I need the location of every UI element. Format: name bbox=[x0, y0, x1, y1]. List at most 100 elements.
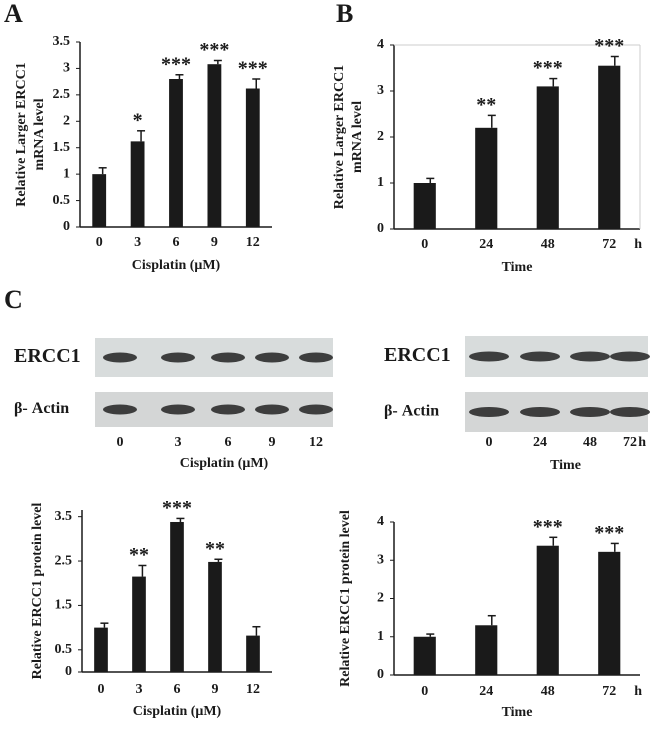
x-tick-label: 3 bbox=[134, 235, 141, 250]
blot-x-label: Cisplatin (μM) bbox=[180, 456, 269, 471]
y-tick-label: 0 bbox=[377, 221, 384, 236]
x-tick-label: 72 bbox=[602, 237, 616, 252]
y-tick-label: 2 bbox=[63, 114, 70, 129]
y-tick-label: 0.5 bbox=[55, 642, 73, 657]
x-tick-label: 0 bbox=[421, 684, 428, 699]
y-tick-label: 1.5 bbox=[53, 140, 71, 155]
bar bbox=[536, 86, 559, 230]
blot-lane-label: 3 bbox=[175, 435, 182, 450]
significance: *** bbox=[594, 35, 624, 57]
x-tick-label: 12 bbox=[246, 682, 260, 697]
x-tick-label: 72 bbox=[602, 684, 616, 699]
bar bbox=[598, 65, 621, 229]
bar bbox=[208, 561, 222, 672]
y-axis-label: mRNA level bbox=[350, 101, 365, 173]
y-tick-label: 1 bbox=[377, 629, 384, 644]
y-tick-label: 2 bbox=[377, 129, 384, 144]
bar bbox=[94, 627, 108, 672]
bar bbox=[475, 625, 498, 675]
y-tick-label: 2 bbox=[377, 591, 384, 606]
y-axis-label: Relative Larger ERCC1 bbox=[14, 62, 29, 206]
panel-label: A bbox=[4, 0, 23, 28]
panel-label: B bbox=[336, 0, 353, 28]
x-tick-label: 3 bbox=[136, 682, 143, 697]
blot-band bbox=[610, 407, 650, 417]
significance: *** bbox=[199, 39, 229, 61]
y-tick-label: 2.5 bbox=[53, 87, 71, 102]
y-tick-label: 1 bbox=[63, 166, 70, 181]
significance: ** bbox=[129, 544, 149, 566]
x-axis-label: Time bbox=[502, 705, 533, 720]
bar bbox=[92, 174, 107, 227]
panel-label: C bbox=[4, 285, 23, 314]
y-tick-label: 0 bbox=[65, 664, 72, 679]
bar bbox=[413, 183, 436, 229]
x-tick-label: 6 bbox=[174, 682, 181, 697]
significance: ** bbox=[476, 94, 496, 116]
blot-band bbox=[570, 351, 610, 362]
x-unit: h bbox=[634, 237, 642, 252]
y-axis-label: mRNA level bbox=[32, 98, 47, 170]
x-tick-label: 9 bbox=[212, 682, 219, 697]
significance: ** bbox=[205, 538, 225, 560]
x-tick-label: 48 bbox=[541, 684, 555, 699]
blot-band bbox=[299, 404, 333, 415]
blot-lane-label: 48 bbox=[583, 435, 597, 450]
bar bbox=[130, 141, 145, 227]
blot-band bbox=[469, 407, 509, 417]
blot-band bbox=[570, 407, 610, 417]
bar bbox=[169, 79, 183, 227]
x-tick-label: 0 bbox=[98, 682, 105, 697]
blot-band bbox=[299, 352, 333, 363]
blot-band bbox=[211, 404, 245, 415]
blot-lane-label: 0 bbox=[117, 435, 124, 450]
blot-x-label: Time bbox=[550, 458, 581, 473]
y-tick-label: 3 bbox=[63, 61, 70, 76]
y-tick-label: 3.5 bbox=[53, 34, 71, 49]
x-tick-label: 6 bbox=[173, 235, 180, 250]
blot-label: β- Actin bbox=[384, 403, 439, 420]
blot-band bbox=[103, 352, 137, 363]
blot-lane-label: 72 bbox=[623, 435, 637, 450]
blot-band bbox=[161, 404, 195, 415]
y-tick-label: 3.5 bbox=[55, 509, 73, 524]
blot-band bbox=[161, 352, 195, 363]
blot-label: ERCC1 bbox=[14, 345, 81, 367]
bar bbox=[413, 636, 436, 675]
bar bbox=[207, 64, 222, 227]
y-tick-label: 0.5 bbox=[53, 193, 71, 208]
y-tick-label: 1 bbox=[377, 175, 384, 190]
significance: *** bbox=[162, 497, 192, 519]
significance: *** bbox=[238, 58, 268, 80]
x-axis-label: Cisplatin (μM) bbox=[133, 704, 222, 719]
x-tick-label: 24 bbox=[479, 237, 493, 252]
blot-lane-label: 0 bbox=[486, 435, 493, 450]
blot-label: β- Actin bbox=[14, 400, 69, 417]
y-tick-label: 3 bbox=[377, 83, 384, 98]
blot-lane-label: 9 bbox=[269, 435, 276, 450]
bar bbox=[536, 545, 559, 675]
significance: *** bbox=[594, 522, 624, 544]
bar bbox=[245, 88, 260, 227]
x-unit: h bbox=[634, 684, 642, 699]
blot-band bbox=[103, 404, 137, 415]
blot-lane-label: 24 bbox=[533, 435, 547, 450]
x-axis-label: Time bbox=[502, 260, 533, 275]
y-axis-label: Relative Larger ERCC1 bbox=[332, 65, 347, 209]
bar bbox=[598, 551, 621, 675]
blot-lane-label: 12 bbox=[309, 435, 323, 450]
x-tick-label: 9 bbox=[211, 235, 218, 250]
blot-band bbox=[610, 351, 650, 362]
blot-label: ERCC1 bbox=[384, 344, 451, 366]
x-tick-label: 48 bbox=[541, 237, 555, 252]
significance: *** bbox=[161, 53, 191, 75]
blot-band bbox=[255, 404, 289, 415]
y-tick-label: 4 bbox=[377, 37, 384, 52]
y-tick-label: 1.5 bbox=[55, 598, 73, 613]
y-axis-label: Relative ERCC1 protein level bbox=[30, 503, 45, 680]
blot-unit: h bbox=[638, 435, 646, 450]
significance: *** bbox=[533, 516, 563, 538]
blot-band bbox=[469, 351, 509, 362]
blot-band bbox=[211, 352, 245, 363]
y-tick-label: 2.5 bbox=[55, 553, 73, 568]
